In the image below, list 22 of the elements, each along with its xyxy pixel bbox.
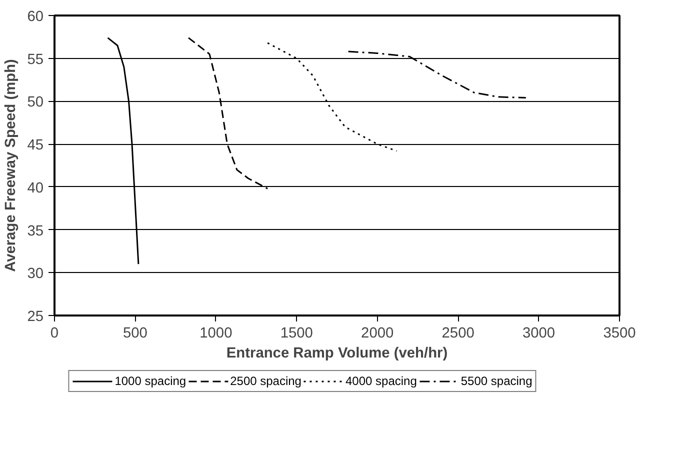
y-tick-label: 40 <box>27 180 44 196</box>
x-tick-label: 0 <box>50 326 59 342</box>
x-axis-title: Entrance Ramp Volume (veh/hr) <box>226 346 448 362</box>
x-tick-label: 1000 <box>200 326 232 342</box>
y-tick-label: 25 <box>27 309 44 325</box>
y-axis-title: Average Freeway Speed (mph) <box>3 58 20 272</box>
x-tick-label: 1500 <box>280 326 313 342</box>
x-tick-label: 2500 <box>442 326 474 342</box>
legend-label: 1000 spacing <box>114 374 186 388</box>
x-tick-label: 3000 <box>522 326 556 342</box>
y-tick-label: 35 <box>27 223 44 240</box>
x-tick-label: 2000 <box>361 326 394 342</box>
y-tick-label: 55 <box>27 52 44 68</box>
y-tick-label: 50 <box>27 94 44 111</box>
legend-label: 4000 spacing <box>345 374 417 388</box>
y-tick-label: 30 <box>27 266 44 282</box>
y-tick-label: 60 <box>27 9 44 25</box>
x-tick-label: 500 <box>122 326 148 342</box>
x-tick-label: 3500 <box>603 326 636 342</box>
legend-label: 2500 spacing <box>230 374 302 388</box>
legend-label: 5500 spacing <box>460 374 532 388</box>
y-tick-label: 45 <box>27 138 44 154</box>
